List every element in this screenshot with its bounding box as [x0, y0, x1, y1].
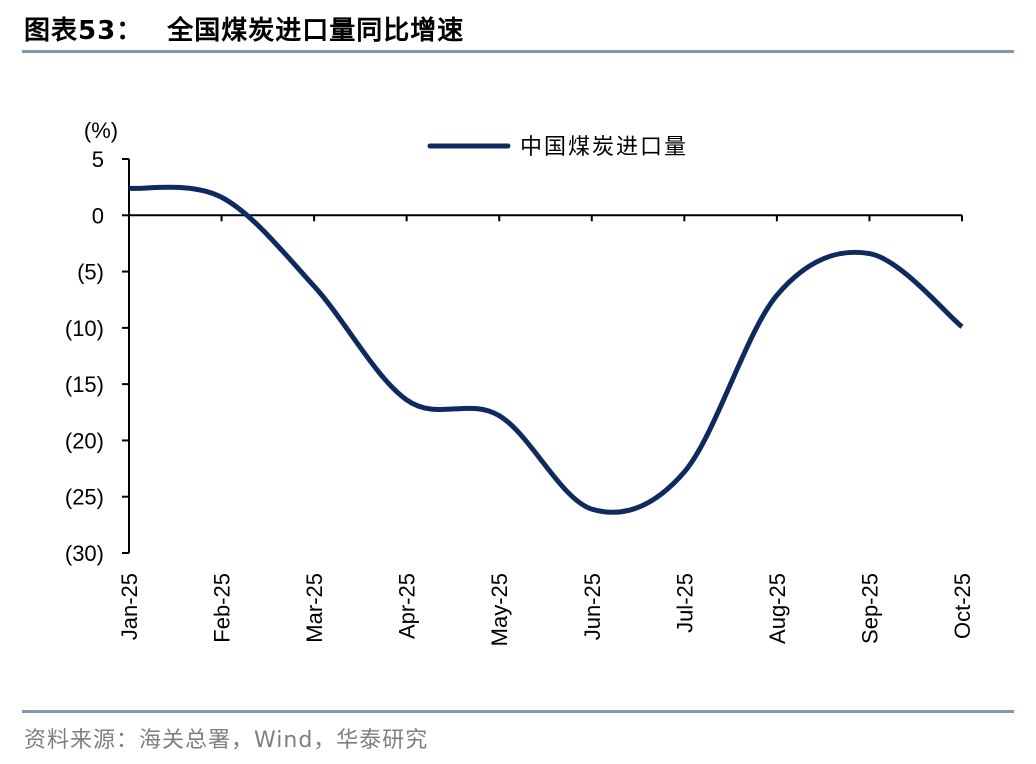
axes: 5 0 (5) (10) (15) (20) (25) (30) (%) Jan-25 Feb-25…	[65, 118, 975, 646]
chart-title: 图表53： 全国煤炭进口量同比增速	[24, 10, 464, 47]
series-line-0	[128, 184, 964, 515]
y-tick-label: 0	[92, 203, 104, 228]
x-tick-label: Aug-25	[765, 573, 790, 644]
figure-label: 图表53：	[24, 16, 144, 46]
data-point	[219, 195, 224, 200]
source-note: 资料来源：海关总署，Wind，华泰研究	[24, 728, 429, 753]
y-tick-label: 5	[92, 147, 104, 172]
source-divider	[22, 710, 1014, 713]
title-divider	[22, 50, 1014, 53]
y-tick-label: (15)	[65, 372, 104, 397]
x-tick-label: Oct-25	[950, 573, 975, 639]
data-point	[774, 293, 779, 298]
x-tick-label: Mar-25	[302, 573, 327, 643]
x-tick-label: Jun-25	[580, 573, 605, 640]
x-tick-label: Jul-25	[672, 573, 697, 633]
data-point	[960, 324, 965, 329]
x-tick-label: Apr-25	[395, 573, 420, 639]
y-tick-label: (25)	[65, 485, 104, 510]
y-tick-label: (20)	[65, 428, 104, 453]
y-tick-label: (10)	[65, 316, 104, 341]
x-tick-label: Feb-25	[210, 573, 235, 643]
legend-label: 中国煤炭进口量	[520, 135, 688, 160]
data-point	[312, 284, 317, 289]
y-tick-label: (5)	[77, 260, 104, 285]
series-layer	[127, 184, 965, 515]
x-tick-label: May-25	[487, 573, 512, 646]
data-point	[404, 397, 409, 402]
title-text: 全国煤炭进口量同比增速	[167, 16, 465, 46]
data-point	[867, 251, 872, 256]
y-tick-label: (30)	[65, 541, 104, 566]
data-point	[497, 413, 502, 418]
line-chart: 5 0 (5) (10) (15) (20) (25) (30) (%) Jan-25 Feb-25…	[65, 118, 975, 646]
y-axis-unit-label: (%)	[84, 118, 118, 143]
data-point	[589, 507, 594, 512]
x-tick-label: Jan-25	[117, 573, 142, 640]
x-tick-label: Sep-25	[857, 573, 882, 644]
data-point	[682, 469, 687, 474]
legend: 中国煤炭进口量	[427, 135, 688, 160]
data-point	[127, 186, 132, 191]
